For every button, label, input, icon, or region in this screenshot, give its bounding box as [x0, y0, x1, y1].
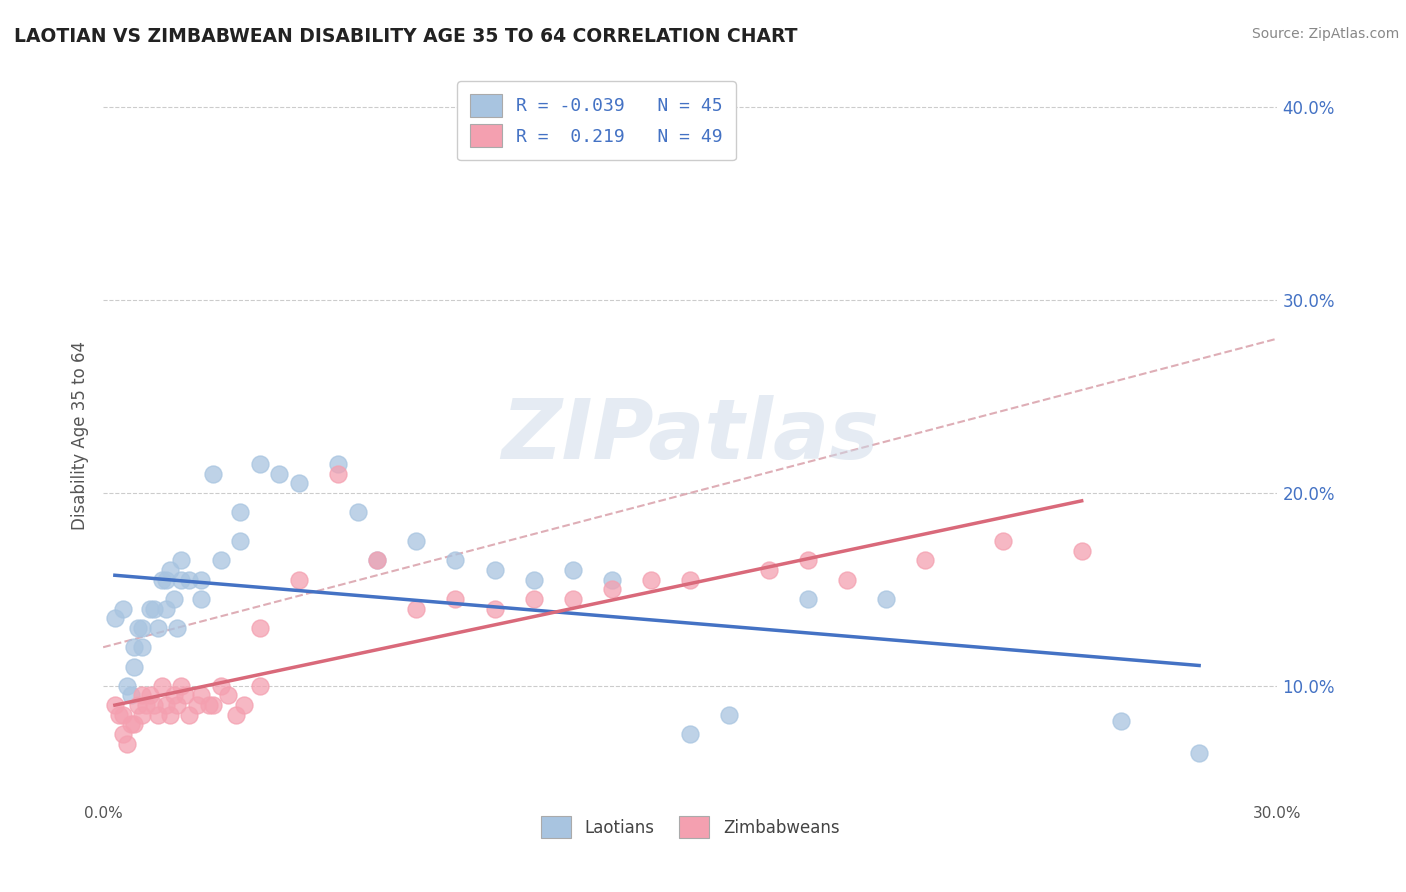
Point: [405, 534, 427, 549]
Point: [150, 573, 173, 587]
Point: [111, 707, 134, 722]
Point: [159, 563, 181, 577]
Point: [229, 505, 252, 519]
Point: [143, 698, 166, 712]
Point: [174, 689, 197, 703]
Point: [115, 679, 138, 693]
Point: [139, 689, 162, 703]
Point: [600, 573, 623, 587]
Point: [166, 698, 188, 712]
Point: [139, 601, 162, 615]
Point: [217, 689, 239, 703]
Point: [914, 553, 936, 567]
Point: [1188, 747, 1211, 761]
Point: [155, 573, 177, 587]
Point: [146, 707, 169, 722]
Point: [131, 689, 153, 703]
Text: Source: ZipAtlas.com: Source: ZipAtlas.com: [1251, 27, 1399, 41]
Point: [484, 601, 506, 615]
Point: [143, 601, 166, 615]
Point: [225, 707, 247, 722]
Point: [131, 707, 153, 722]
Point: [679, 573, 702, 587]
Point: [166, 621, 188, 635]
Point: [162, 592, 184, 607]
Point: [484, 563, 506, 577]
Point: [131, 621, 153, 635]
Point: [679, 727, 702, 741]
Point: [249, 621, 271, 635]
Point: [124, 717, 146, 731]
Point: [170, 679, 193, 693]
Point: [209, 553, 232, 567]
Point: [201, 467, 224, 481]
Point: [523, 573, 546, 587]
Point: [124, 640, 146, 655]
Point: [229, 534, 252, 549]
Point: [150, 679, 173, 693]
Point: [190, 592, 212, 607]
Point: [111, 727, 134, 741]
Point: [111, 601, 134, 615]
Point: [326, 467, 349, 481]
Point: [198, 698, 221, 712]
Point: [201, 698, 224, 712]
Point: [796, 553, 818, 567]
Point: [561, 563, 583, 577]
Point: [796, 592, 818, 607]
Point: [107, 707, 129, 722]
Point: [120, 717, 142, 731]
Point: [115, 737, 138, 751]
Point: [993, 534, 1015, 549]
Point: [326, 457, 349, 471]
Point: [179, 573, 201, 587]
Point: [162, 689, 184, 703]
Point: [640, 573, 662, 587]
Point: [127, 621, 149, 635]
Point: [249, 457, 271, 471]
Point: [1070, 543, 1092, 558]
Point: [190, 573, 212, 587]
Point: [159, 707, 181, 722]
Point: [718, 707, 741, 722]
Point: [209, 679, 232, 693]
Point: [120, 689, 142, 703]
Point: [155, 698, 177, 712]
Y-axis label: Disability Age 35 to 64: Disability Age 35 to 64: [72, 341, 89, 530]
Point: [131, 640, 153, 655]
Point: [104, 698, 127, 712]
Point: [146, 621, 169, 635]
Point: [179, 707, 201, 722]
Point: [170, 553, 193, 567]
Point: [346, 505, 368, 519]
Point: [600, 582, 623, 597]
Point: [1109, 714, 1132, 728]
Point: [523, 592, 546, 607]
Point: [186, 698, 208, 712]
Point: [288, 573, 311, 587]
Point: [190, 689, 212, 703]
Point: [561, 592, 583, 607]
Point: [405, 601, 427, 615]
Point: [835, 573, 858, 587]
Point: [249, 679, 271, 693]
Point: [124, 659, 146, 673]
Point: [233, 698, 256, 712]
Point: [127, 698, 149, 712]
Point: [288, 476, 311, 491]
Point: [366, 553, 388, 567]
Point: [170, 573, 193, 587]
Point: [875, 592, 897, 607]
Point: [366, 553, 388, 567]
Text: LAOTIAN VS ZIMBABWEAN DISABILITY AGE 35 TO 64 CORRELATION CHART: LAOTIAN VS ZIMBABWEAN DISABILITY AGE 35 …: [14, 27, 797, 45]
Legend: Laotians, Zimbabweans: Laotians, Zimbabweans: [534, 810, 846, 845]
Point: [444, 553, 467, 567]
Point: [104, 611, 127, 625]
Point: [269, 467, 291, 481]
Text: ZIPatlas: ZIPatlas: [502, 394, 879, 475]
Point: [155, 601, 177, 615]
Point: [135, 698, 157, 712]
Point: [758, 563, 780, 577]
Point: [444, 592, 467, 607]
